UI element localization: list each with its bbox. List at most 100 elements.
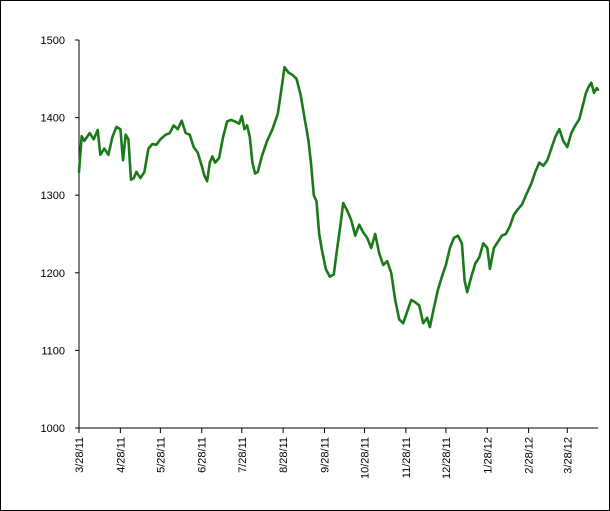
data-point — [429, 326, 431, 328]
data-point — [283, 66, 286, 69]
y-tick-label: 1400 — [41, 113, 65, 125]
data-point — [350, 219, 353, 221]
data-point — [562, 140, 565, 142]
data-point — [276, 112, 279, 115]
data-point — [328, 275, 331, 278]
data-point — [240, 115, 243, 117]
y-tick-label: 1300 — [41, 190, 65, 202]
data-point — [501, 234, 503, 237]
data-point — [574, 124, 577, 127]
x-tick-label: 12/28/11 — [441, 437, 453, 479]
data-point — [115, 126, 118, 128]
data-point — [310, 163, 312, 166]
data-point — [271, 128, 274, 131]
data-point — [585, 91, 587, 94]
x-tick-label: 4/28/11 — [115, 437, 127, 473]
data-point — [130, 178, 132, 181]
data-point — [180, 119, 183, 122]
data-point — [525, 194, 527, 197]
data-point — [470, 275, 473, 278]
data-point — [482, 242, 485, 245]
data-point — [147, 147, 150, 150]
data-point — [542, 164, 545, 167]
data-point — [211, 155, 214, 158]
data-point — [342, 202, 345, 204]
data-point — [159, 138, 162, 141]
data-point — [135, 171, 138, 173]
data-point — [489, 268, 491, 270]
data-point — [246, 124, 249, 127]
data-point — [426, 316, 429, 319]
data-point — [303, 116, 306, 119]
data-point — [260, 155, 263, 158]
x-tick-label: 8/28/11 — [278, 437, 290, 473]
data-point — [287, 71, 290, 74]
data-point — [517, 208, 519, 211]
data-point — [238, 122, 241, 125]
data-point — [509, 225, 511, 228]
data-point — [402, 322, 405, 325]
data-point — [597, 88, 599, 91]
y-tick-label: 1000 — [41, 423, 65, 435]
data-point — [196, 151, 199, 154]
data-point — [218, 157, 221, 159]
data-point — [119, 128, 122, 131]
data-point — [486, 247, 489, 249]
data-point — [406, 310, 409, 313]
data-point — [382, 264, 385, 266]
data-point — [578, 118, 581, 121]
y-axis: 1000 1100 1200 1300 1400 1500 — [41, 35, 80, 435]
data-point — [155, 143, 158, 146]
data-point — [203, 174, 206, 177]
data-point — [390, 271, 393, 274]
data-point — [593, 91, 595, 94]
data-point — [172, 124, 175, 127]
data-point — [320, 248, 323, 251]
x-tick-label: 3/28/12 — [562, 437, 574, 474]
series-line — [77, 65, 600, 329]
data-point — [374, 233, 377, 235]
data-point — [200, 164, 203, 167]
data-point — [358, 223, 361, 226]
data-point — [266, 140, 268, 142]
data-point — [335, 252, 338, 255]
data-point — [92, 138, 95, 141]
data-point — [550, 147, 553, 150]
data-point — [96, 129, 99, 131]
data-point — [315, 200, 318, 203]
data-point — [566, 146, 569, 149]
data-point — [312, 194, 315, 197]
data-point — [248, 136, 251, 138]
data-point — [295, 77, 298, 80]
data-point — [243, 128, 246, 131]
data-point — [122, 159, 124, 162]
data-point — [78, 171, 80, 173]
data-point — [354, 234, 357, 237]
data-point — [234, 120, 237, 123]
data-point — [230, 119, 233, 121]
data-point — [554, 136, 557, 138]
data-point — [346, 209, 349, 212]
data-point — [538, 161, 541, 164]
x-tick-label: 3/28/11 — [74, 437, 86, 473]
data-point — [378, 252, 381, 255]
data-point — [226, 120, 229, 123]
data-point — [80, 135, 83, 138]
data-point — [256, 171, 259, 173]
data-point — [222, 136, 225, 138]
data-point — [461, 242, 463, 245]
data-point — [99, 153, 102, 156]
data-point — [478, 256, 481, 259]
data-point — [437, 289, 439, 291]
data-point — [107, 153, 110, 156]
data-point — [370, 247, 373, 249]
x-tick-label: 2/28/12 — [524, 437, 536, 474]
data-point — [254, 172, 256, 175]
data-point — [497, 240, 499, 243]
data-point — [386, 260, 389, 263]
data-point — [176, 128, 179, 131]
data-point — [111, 136, 114, 138]
x-tick-label: 11/28/11 — [401, 437, 413, 478]
